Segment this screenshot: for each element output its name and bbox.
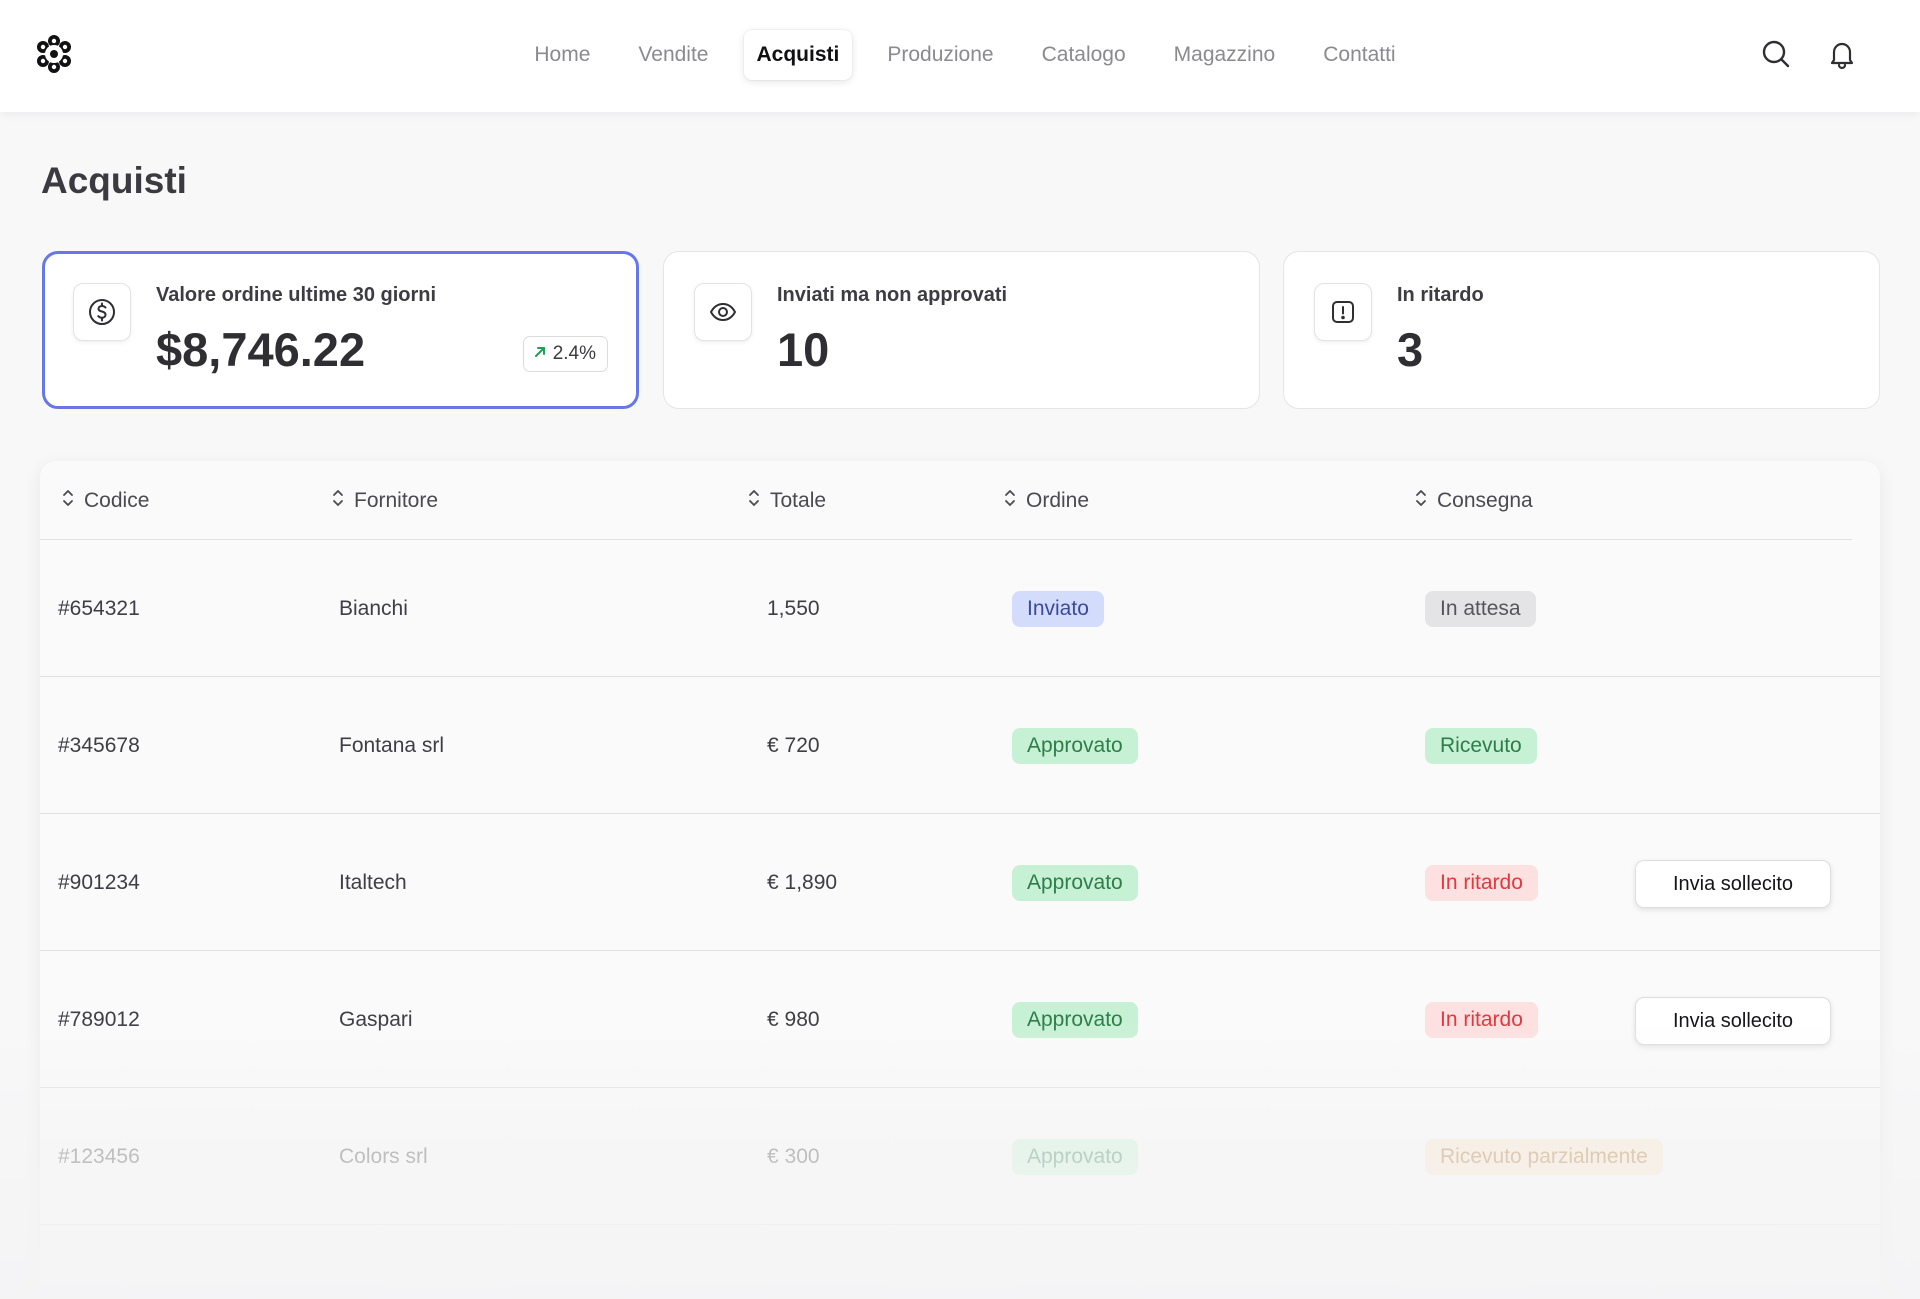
sort-icon [1415,488,1427,514]
send-reminder-button[interactable]: Invia sollecito [1635,860,1831,908]
column-label: Ordine [1026,488,1090,512]
table-row[interactable]: #123456 Colors srl € 300 Approvato Ricev… [40,1088,1880,1225]
dollar-circle-icon [73,283,131,341]
column-label: Totale [770,488,827,512]
stat-label: Inviati ma non approvati [777,284,1008,306]
stat-label: In ritardo [1397,284,1484,306]
table-row[interactable]: #789012 Gaspari € 980 Approvato In ritar… [40,951,1880,1088]
cell-supplier: Colors srl [339,1145,428,1168]
cell-supplier: Fontana srl [339,734,445,757]
cell-supplier: Bianchi [339,597,408,620]
delivery-status-badge: Ricevuto [1425,727,1537,764]
cell-total: € 980 [767,1008,820,1031]
nav-item-produzione[interactable]: Produzione [887,43,994,66]
stat-card-order-value[interactable]: Valore ordine ultime 30 giorni $8,746.22… [42,251,639,409]
top-navigation-bar: Home Vendite Acquisti Produzione Catalog… [0,0,1920,112]
delivery-status-badge: Ricevuto parzialmente [1425,1138,1663,1175]
order-status-badge: Approvato [1012,1138,1138,1175]
table-row[interactable]: #654321 Bianchi 1,550 Inviato In attesa [40,540,1880,677]
search-icon[interactable] [1760,38,1792,70]
column-header-totale[interactable]: Totale [748,461,826,540]
delivery-status-badge: In ritardo [1425,1001,1538,1038]
sort-icon [1004,488,1016,514]
column-header-ordine[interactable]: Ordine [1004,461,1089,540]
stat-value: 3 [1397,323,1424,376]
sort-icon [332,488,344,514]
stat-value: 10 [777,323,830,376]
cell-total: € 720 [767,734,820,757]
cell-total: € 1,890 [767,871,838,894]
cell-code: #345678 [58,734,140,757]
order-status-badge: Approvato [1012,727,1138,764]
delivery-status-badge: In attesa [1425,590,1536,627]
arrow-up-right-icon [533,343,547,365]
purchases-table: Codice Fornitore Totale Ordine Consegna … [40,461,1880,1299]
cell-code: #901234 [58,871,140,894]
nav-item-home[interactable]: Home [534,43,591,66]
table-header: Codice Fornitore Totale Ordine Consegna [40,461,1852,540]
nav-item-vendite[interactable]: Vendite [638,43,709,66]
column-label: Codice [84,488,150,512]
stat-card-late[interactable]: In ritardo 3 [1283,251,1880,409]
column-header-consegna[interactable]: Consegna [1415,461,1533,540]
trend-badge: 2.4% [522,336,608,372]
cell-total: € 300 [767,1145,820,1168]
nav-item-catalogo[interactable]: Catalogo [1041,43,1126,66]
main-nav: Home Vendite Acquisti Produzione Catalog… [0,30,1920,80]
nav-item-magazzino[interactable]: Magazzino [1173,43,1276,66]
eye-icon [694,283,752,341]
cell-supplier: Italtech [339,871,407,894]
logo-icon[interactable] [34,34,74,74]
nav-item-contatti[interactable]: Contatti [1323,43,1396,66]
column-header-codice[interactable]: Codice [62,461,149,540]
stat-card-sent-not-approved[interactable]: Inviati ma non approvati 10 [663,251,1260,409]
send-reminder-button[interactable]: Invia sollecito [1635,997,1831,1045]
cell-code: #123456 [58,1145,140,1168]
order-status-badge: Approvato [1012,864,1138,901]
order-status-badge: Approvato [1012,1001,1138,1038]
cell-total: 1,550 [767,597,820,620]
page-title: Acquisti [41,160,187,201]
sort-icon [748,488,760,514]
cell-code: #789012 [58,1008,140,1031]
stat-value: $8,746.22 [156,323,366,376]
delivery-status-badge: In ritardo [1425,864,1538,901]
bell-icon[interactable] [1826,38,1858,70]
table-row[interactable]: #345678 Fontana srl € 720 Approvato Rice… [40,677,1880,814]
cell-code: #654321 [58,597,140,620]
table-row[interactable]: #901234 Italtech € 1,890 Approvato In ri… [40,814,1880,951]
stat-label: Valore ordine ultime 30 giorni [156,284,437,306]
column-label: Consegna [1437,488,1533,512]
alert-square-icon [1314,283,1372,341]
column-label: Fornitore [354,488,439,512]
nav-item-acquisti[interactable]: Acquisti [743,30,853,80]
cell-supplier: Gaspari [339,1008,413,1031]
trend-value: 2.4% [552,343,596,364]
column-header-fornitore[interactable]: Fornitore [332,461,438,540]
sort-icon [62,488,74,514]
order-status-badge: Inviato [1012,590,1104,627]
